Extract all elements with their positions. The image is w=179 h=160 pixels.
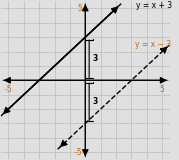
Text: 5: 5 [77,4,82,13]
Text: 5: 5 [160,85,165,94]
Text: 3: 3 [93,54,98,63]
Text: y = x + 3: y = x + 3 [136,0,172,10]
Text: -5: -5 [75,148,82,157]
Text: -5: -5 [5,85,12,94]
Text: 3: 3 [93,97,98,106]
Text: y = x − 3: y = x − 3 [135,40,171,49]
